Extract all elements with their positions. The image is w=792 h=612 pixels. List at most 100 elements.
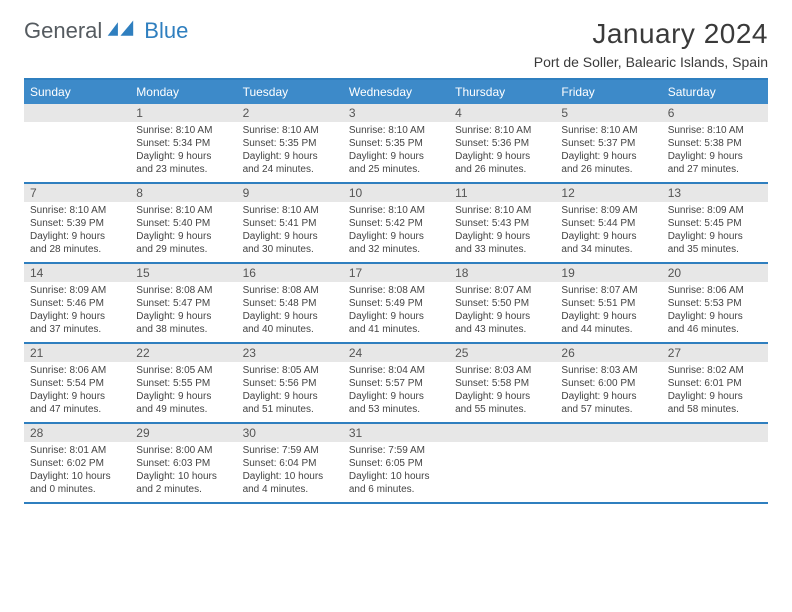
day-body: Sunrise: 8:03 AMSunset: 6:00 PMDaylight:…: [555, 362, 661, 420]
day-info-line: Sunset: 6:03 PM: [136, 457, 230, 470]
calendar-day: 6Sunrise: 8:10 AMSunset: 5:38 PMDaylight…: [662, 104, 768, 182]
logo-text-blue: Blue: [144, 18, 188, 44]
day-info-line: Daylight: 9 hours: [349, 310, 443, 323]
day-info-line: Sunrise: 8:06 AM: [30, 364, 124, 377]
day-info-line: Sunset: 5:44 PM: [561, 217, 655, 230]
day-info-line: Daylight: 9 hours: [455, 310, 549, 323]
day-info-line: Sunset: 6:02 PM: [30, 457, 124, 470]
day-info-line: Sunset: 5:36 PM: [455, 137, 549, 150]
calendar-day: 8Sunrise: 8:10 AMSunset: 5:40 PMDaylight…: [130, 184, 236, 262]
day-body: Sunrise: 8:08 AMSunset: 5:48 PMDaylight:…: [237, 282, 343, 340]
calendar-day: 18Sunrise: 8:07 AMSunset: 5:50 PMDayligh…: [449, 264, 555, 342]
day-number: 16: [237, 264, 343, 282]
day-number: 6: [662, 104, 768, 122]
day-info-line: Daylight: 9 hours: [349, 390, 443, 403]
day-info-line: Sunrise: 8:03 AM: [561, 364, 655, 377]
day-info-line: Sunrise: 8:08 AM: [136, 284, 230, 297]
dow-sunday: Sunday: [24, 80, 130, 104]
calendar-week: 28Sunrise: 8:01 AMSunset: 6:02 PMDayligh…: [24, 424, 768, 504]
day-info-line: Sunset: 5:47 PM: [136, 297, 230, 310]
day-number: 24: [343, 344, 449, 362]
day-body: Sunrise: 7:59 AMSunset: 6:04 PMDaylight:…: [237, 442, 343, 500]
day-number: 12: [555, 184, 661, 202]
day-body: Sunrise: 8:01 AMSunset: 6:02 PMDaylight:…: [24, 442, 130, 500]
day-info-line: Daylight: 9 hours: [561, 390, 655, 403]
day-body: Sunrise: 8:10 AMSunset: 5:34 PMDaylight:…: [130, 122, 236, 180]
day-info-line: Sunrise: 8:09 AM: [561, 204, 655, 217]
day-body: Sunrise: 8:06 AMSunset: 5:53 PMDaylight:…: [662, 282, 768, 340]
day-info-line: Daylight: 9 hours: [561, 230, 655, 243]
day-info-line: Daylight: 9 hours: [668, 390, 762, 403]
day-number: 17: [343, 264, 449, 282]
day-number: 3: [343, 104, 449, 122]
day-info-line: Sunset: 5:57 PM: [349, 377, 443, 390]
day-info-line: Sunset: 5:40 PM: [136, 217, 230, 230]
day-info-line: Daylight: 9 hours: [561, 310, 655, 323]
day-info-line: Daylight: 9 hours: [136, 390, 230, 403]
day-body: Sunrise: 8:09 AMSunset: 5:44 PMDaylight:…: [555, 202, 661, 260]
day-info-line: Sunset: 5:38 PM: [668, 137, 762, 150]
day-info-line: Sunrise: 7:59 AM: [349, 444, 443, 457]
day-info-line: Sunrise: 8:10 AM: [243, 124, 337, 137]
calendar-day: 20Sunrise: 8:06 AMSunset: 5:53 PMDayligh…: [662, 264, 768, 342]
day-info-line: and 0 minutes.: [30, 483, 124, 496]
day-info-line: Sunrise: 8:10 AM: [349, 204, 443, 217]
day-body: Sunrise: 8:09 AMSunset: 5:46 PMDaylight:…: [24, 282, 130, 340]
day-info-line: Daylight: 9 hours: [136, 230, 230, 243]
day-body: Sunrise: 8:10 AMSunset: 5:37 PMDaylight:…: [555, 122, 661, 180]
day-body: Sunrise: 8:10 AMSunset: 5:36 PMDaylight:…: [449, 122, 555, 180]
day-info-line: Daylight: 9 hours: [243, 310, 337, 323]
day-number: 25: [449, 344, 555, 362]
day-info-line: and 30 minutes.: [243, 243, 337, 256]
day-body: Sunrise: 8:05 AMSunset: 5:55 PMDaylight:…: [130, 362, 236, 420]
day-info-line: Sunrise: 8:10 AM: [668, 124, 762, 137]
calendar-day: [449, 424, 555, 502]
day-number: 5: [555, 104, 661, 122]
day-body: Sunrise: 8:08 AMSunset: 5:47 PMDaylight:…: [130, 282, 236, 340]
day-info-line: and 53 minutes.: [349, 403, 443, 416]
day-info-line: and 55 minutes.: [455, 403, 549, 416]
day-info-line: Sunset: 5:45 PM: [668, 217, 762, 230]
day-info-line: Sunrise: 8:09 AM: [30, 284, 124, 297]
day-info-line: Sunrise: 8:03 AM: [455, 364, 549, 377]
day-body: [662, 442, 768, 502]
day-info-line: and 33 minutes.: [455, 243, 549, 256]
day-info-line: Daylight: 9 hours: [561, 150, 655, 163]
day-info-line: and 28 minutes.: [30, 243, 124, 256]
day-info-line: Daylight: 10 hours: [243, 470, 337, 483]
day-info-line: and 57 minutes.: [561, 403, 655, 416]
day-info-line: Sunrise: 8:10 AM: [136, 124, 230, 137]
day-info-line: Sunrise: 8:10 AM: [561, 124, 655, 137]
weeks-container: 1Sunrise: 8:10 AMSunset: 5:34 PMDaylight…: [24, 104, 768, 504]
day-info-line: Sunrise: 8:07 AM: [561, 284, 655, 297]
day-info-line: Sunset: 6:01 PM: [668, 377, 762, 390]
day-info-line: and 24 minutes.: [243, 163, 337, 176]
day-info-line: Sunset: 6:00 PM: [561, 377, 655, 390]
calendar-day: 24Sunrise: 8:04 AMSunset: 5:57 PMDayligh…: [343, 344, 449, 422]
day-number: 15: [130, 264, 236, 282]
day-number: 2: [237, 104, 343, 122]
location-subtitle: Port de Soller, Balearic Islands, Spain: [534, 54, 768, 70]
day-number: 21: [24, 344, 130, 362]
day-number: 27: [662, 344, 768, 362]
day-info-line: Sunrise: 8:08 AM: [243, 284, 337, 297]
day-info-line: Daylight: 9 hours: [243, 390, 337, 403]
day-info-line: and 26 minutes.: [561, 163, 655, 176]
calendar-week: 21Sunrise: 8:06 AMSunset: 5:54 PMDayligh…: [24, 344, 768, 424]
day-body: [555, 442, 661, 502]
day-info-line: Sunset: 5:56 PM: [243, 377, 337, 390]
calendar-day: 23Sunrise: 8:05 AMSunset: 5:56 PMDayligh…: [237, 344, 343, 422]
day-info-line: and 25 minutes.: [349, 163, 443, 176]
day-body: Sunrise: 8:10 AMSunset: 5:40 PMDaylight:…: [130, 202, 236, 260]
calendar-day: 27Sunrise: 8:02 AMSunset: 6:01 PMDayligh…: [662, 344, 768, 422]
calendar-day: 16Sunrise: 8:08 AMSunset: 5:48 PMDayligh…: [237, 264, 343, 342]
day-info-line: Sunset: 5:34 PM: [136, 137, 230, 150]
day-info-line: and 35 minutes.: [668, 243, 762, 256]
day-body: Sunrise: 8:08 AMSunset: 5:49 PMDaylight:…: [343, 282, 449, 340]
day-info-line: Sunset: 5:55 PM: [136, 377, 230, 390]
day-info-line: and 40 minutes.: [243, 323, 337, 336]
calendar-week: 14Sunrise: 8:09 AMSunset: 5:46 PMDayligh…: [24, 264, 768, 344]
day-body: Sunrise: 8:06 AMSunset: 5:54 PMDaylight:…: [24, 362, 130, 420]
day-info-line: Sunset: 5:50 PM: [455, 297, 549, 310]
day-number: [24, 104, 130, 122]
